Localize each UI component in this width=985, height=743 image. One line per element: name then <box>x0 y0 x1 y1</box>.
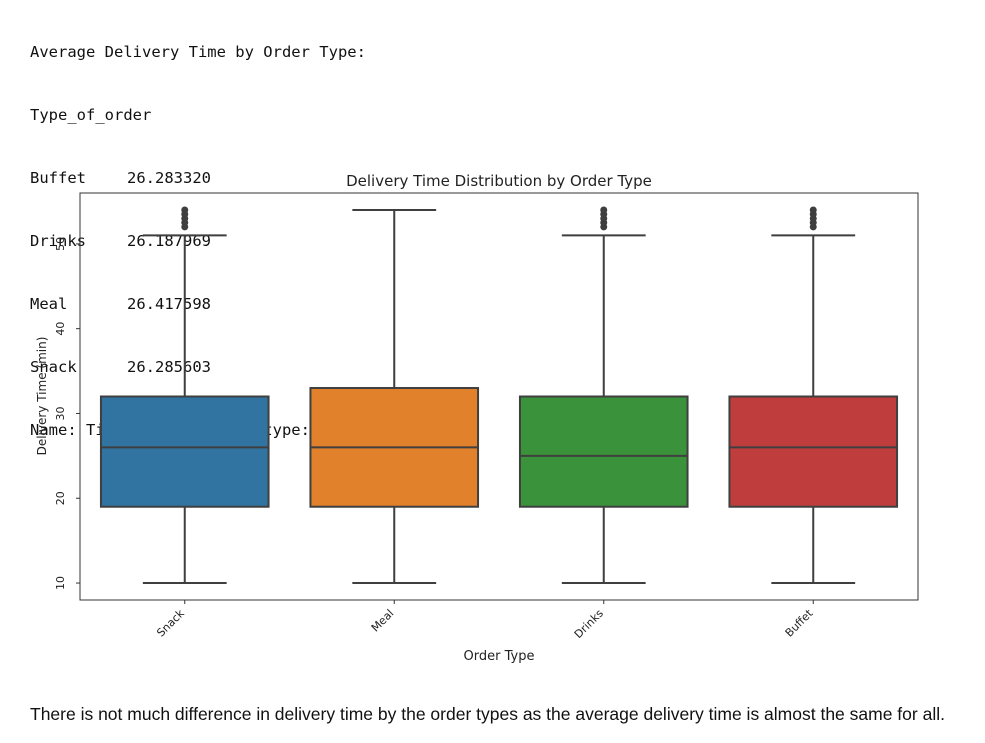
box-drinks <box>518 395 689 508</box>
output-index-name: Type_of_order <box>30 106 152 124</box>
outlier-point <box>181 206 189 214</box>
boxplot-chart: Delivery Time Distribution by Order Type… <box>35 172 919 664</box>
row-label: Buffet <box>30 169 86 187</box>
y-tick-label: 30 <box>54 406 67 420</box>
y-tick-label: 50 <box>54 237 67 251</box>
row-label: Drinks <box>30 232 86 250</box>
output-heading: Average Delivery Time by Order Type: <box>30 43 366 61</box>
row-value: 26.285603 <box>127 358 211 376</box>
row-label: Meal <box>30 295 68 313</box>
plot-frame <box>79 192 919 601</box>
plot-area <box>99 206 899 585</box>
row-label: Snack <box>30 358 77 376</box>
x-tick-label: Drinks <box>572 607 606 641</box>
outlier-point <box>600 206 608 214</box>
row-value: 26.417598 <box>127 295 211 313</box>
output-row-buffet: Buffet 26.283320 <box>30 168 385 189</box>
row-value: 26.187969 <box>127 232 211 250</box>
row-value: 26.283320 <box>127 169 211 187</box>
x-tick-label: Snack <box>154 606 187 639</box>
outlier-point <box>809 206 817 214</box>
box-snack <box>99 395 270 508</box>
box-buffet <box>728 395 899 508</box>
y-axis-label: Delivery Time (min) <box>35 337 49 456</box>
x-tick-label: Meal <box>369 607 397 635</box>
output-row-drinks: Drinks 26.187969 <box>30 231 385 252</box>
y-tick-label: 40 <box>54 322 67 336</box>
output-row-snack: Snack 26.285603 <box>30 357 385 378</box>
y-tick-label: 10 <box>54 576 67 590</box>
x-axis-label: Order Type <box>464 649 535 664</box>
output-row-meal: Meal 26.417598 <box>30 294 385 315</box>
y-tick-label: 20 <box>54 491 67 505</box>
markdown-note: There is not much difference in delivery… <box>30 704 945 724</box>
x-tick-label: Buffet <box>783 606 816 639</box>
chart-title: Delivery Time Distribution by Order Type <box>346 172 652 190</box>
